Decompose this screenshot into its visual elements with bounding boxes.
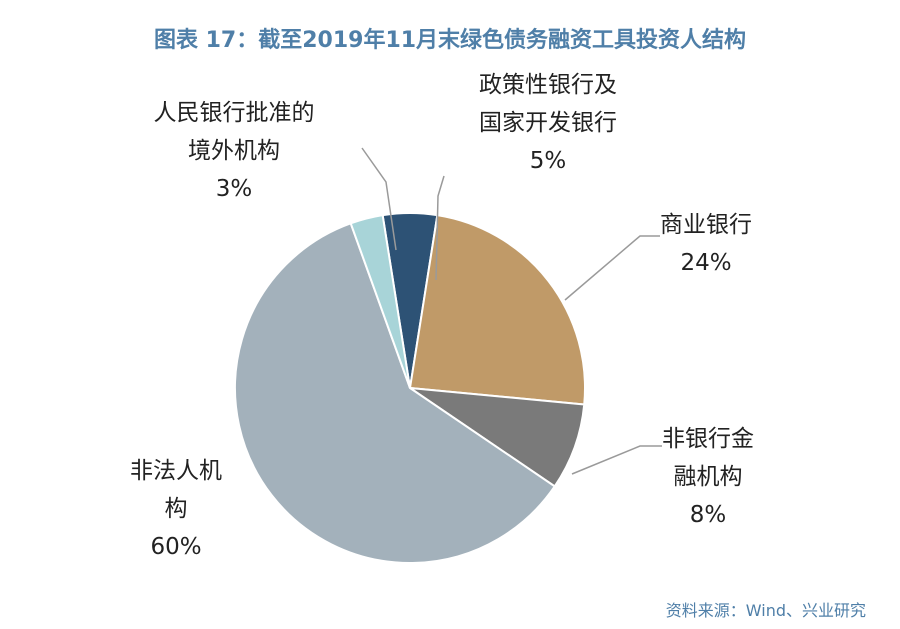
slice-label-0: 国家开发银行 bbox=[479, 110, 617, 136]
slice-pct-label-4: 3% bbox=[216, 176, 253, 202]
slice-label-1: 商业银行 bbox=[660, 212, 752, 238]
slice-label-2: 融机构 bbox=[674, 464, 743, 490]
slice-pct-label-3: 60% bbox=[150, 534, 201, 560]
slice-label-3: 非法人机 bbox=[130, 458, 222, 484]
leader-line-4 bbox=[361, 147, 397, 251]
leader-line-1 bbox=[564, 235, 660, 301]
slice-label-4: 人民银行批准的 bbox=[154, 100, 315, 126]
slice-pct-label-0: 5% bbox=[530, 148, 567, 174]
pie-slice-1 bbox=[408, 214, 586, 406]
pie-slice-3 bbox=[234, 222, 557, 564]
slice-label-3: 构 bbox=[165, 496, 188, 522]
slice-pct-label-1: 24% bbox=[680, 250, 731, 276]
pie-slice-4 bbox=[349, 214, 411, 389]
leader-line-2 bbox=[571, 445, 662, 475]
chart-title: 图表 17：截至2019年11月末绿色债务融资工具投资人结构 bbox=[153, 28, 747, 53]
slice-label-2: 非银行金 bbox=[662, 426, 754, 452]
source-note: 资料来源：Wind、兴业研究 bbox=[665, 601, 866, 620]
slice-label-0: 政策性银行及 bbox=[479, 72, 617, 98]
leader-line-0 bbox=[435, 175, 445, 281]
slice-pct-label-2: 8% bbox=[690, 502, 727, 528]
slice-label-4: 境外机构 bbox=[188, 138, 280, 164]
